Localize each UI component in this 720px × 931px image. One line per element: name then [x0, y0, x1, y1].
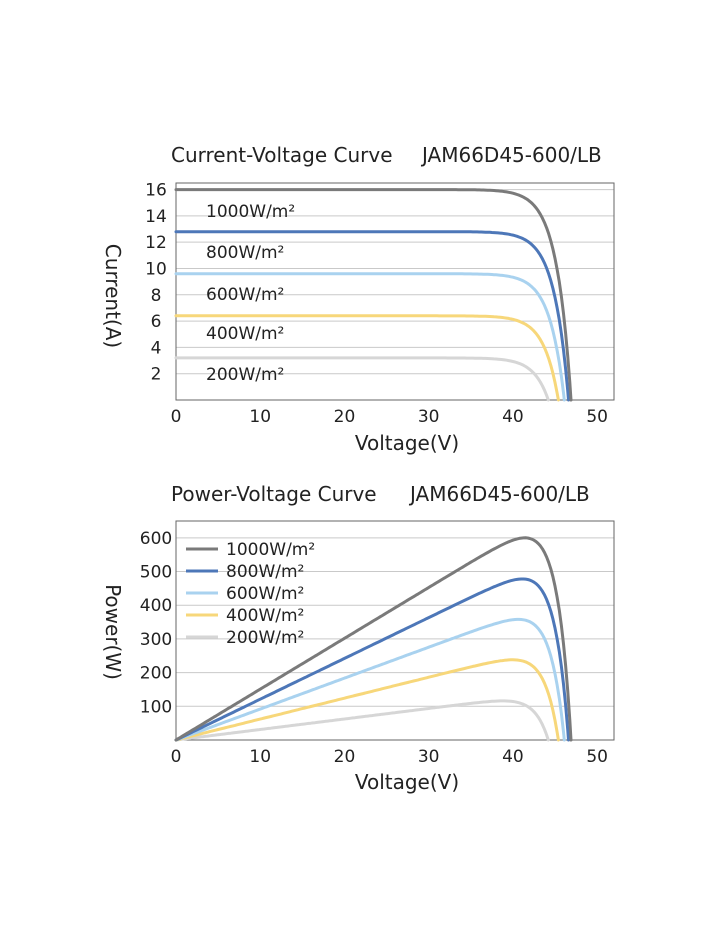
- pv-series-line: [174, 577, 570, 742]
- pv-legend-label: 800W/m²: [226, 562, 304, 582]
- iv-ytick-label: 2: [151, 365, 162, 385]
- iv-plot-area: 2 4 6 8 10 12 14 16 0 10 20 30 40 50 1000W/m² 800W/m² 60…: [145, 181, 615, 427]
- pv-ytick-label: 600: [140, 529, 172, 549]
- iv-xtick-label: 0: [171, 407, 182, 427]
- iv-model: JAM66D45-600/LB: [420, 143, 602, 167]
- iv-ytick-label: 8: [151, 286, 162, 306]
- pv-ytick-label: 400: [140, 596, 172, 616]
- iv-series-line: [174, 230, 570, 402]
- pv-series-line: [174, 699, 550, 742]
- pv-series-line: [174, 536, 573, 742]
- iv-ytick-label: 12: [145, 233, 167, 253]
- pv-xtick-label: 20: [334, 747, 356, 767]
- iv-xtick-label: 40: [502, 407, 524, 427]
- iv-ytick-label: 14: [145, 207, 167, 227]
- iv-series-line: [174, 272, 566, 402]
- pv-legend-label: 600W/m²: [226, 584, 304, 604]
- iv-series-label: 600W/m²: [206, 285, 284, 305]
- iv-xtick-label: 50: [586, 407, 608, 427]
- pv-xtick-label: 30: [418, 747, 440, 767]
- iv-xlabel: Voltage(V): [355, 431, 459, 455]
- pv-xtick-label: 50: [586, 747, 608, 767]
- iv-ytick-label: 4: [151, 338, 162, 358]
- iv-series-label: 800W/m²: [206, 243, 284, 263]
- pv-xlabel: Voltage(V): [355, 770, 459, 794]
- pv-frame: [175, 520, 615, 741]
- pv-title: Power-Voltage Curve: [171, 482, 377, 506]
- pv-series-line: [174, 617, 566, 742]
- iv-frame: [175, 182, 615, 401]
- iv-xtick-label: 20: [334, 407, 356, 427]
- iv-series-label: 1000W/m²: [206, 202, 295, 222]
- iv-title: Current-Voltage Curve: [171, 143, 393, 167]
- pv-legend-label: 200W/m²: [226, 628, 304, 648]
- iv-xtick-label: 30: [418, 407, 440, 427]
- iv-series-label: 200W/m²: [206, 365, 284, 385]
- pv-ytick-label: 200: [140, 664, 172, 684]
- iv-series-line: [174, 356, 550, 402]
- iv-series-line: [174, 188, 573, 402]
- pv-ytick-label: 100: [140, 697, 172, 717]
- pv-xtick-label: 40: [502, 747, 524, 767]
- pv-ytick-label: 300: [140, 630, 172, 650]
- pv-ytick-label: 500: [140, 563, 172, 583]
- pv-series-line: [174, 658, 560, 742]
- pv-legend-label: 1000W/m²: [226, 540, 315, 560]
- iv-series-label: 400W/m²: [206, 324, 284, 344]
- pv-ylabel: Power(W): [101, 584, 125, 680]
- pv-xtick-label: 0: [171, 747, 182, 767]
- pv-legend-label: 400W/m²: [226, 606, 304, 626]
- iv-ytick-label: 16: [145, 181, 167, 201]
- iv-ytick-label: 10: [145, 259, 167, 279]
- pv-model: JAM66D45-600/LB: [408, 482, 590, 506]
- iv-series-line: [174, 314, 560, 402]
- iv-ylabel: Current(A): [101, 244, 125, 348]
- pv-xtick-label: 10: [249, 747, 271, 767]
- pv-plot-area: 100 200 300 400 500 600 0 10 20 30 40 50 1000W/m²800…: [140, 520, 615, 767]
- iv-ytick-label: 6: [151, 312, 162, 332]
- iv-xtick-label: 10: [249, 407, 271, 427]
